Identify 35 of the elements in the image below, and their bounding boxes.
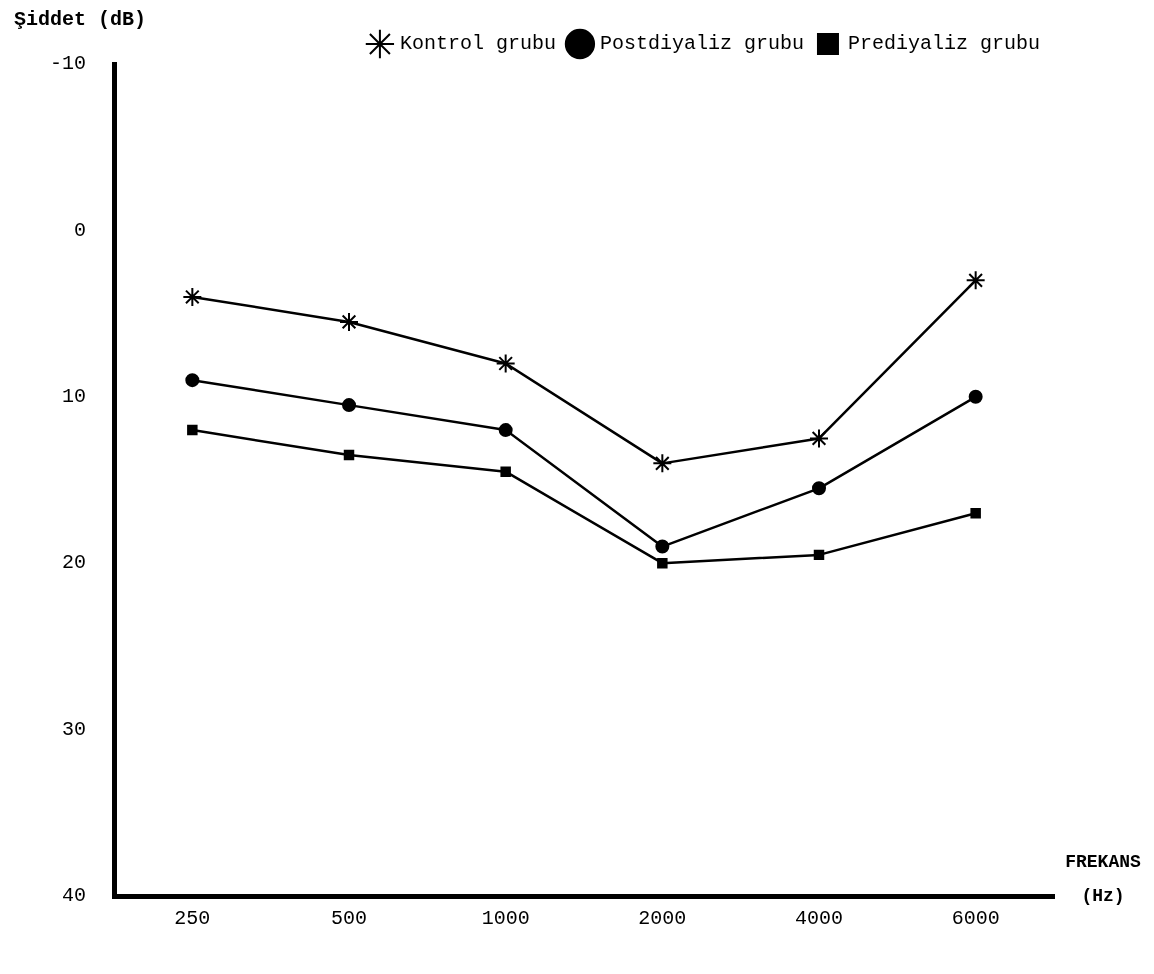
x-tick-label: 4000 [794,907,844,931]
legend-label: Prediyaliz grubu [847,32,1040,56]
point [809,428,829,449]
y-tick-label: 10 [61,385,87,409]
point [812,481,826,496]
x-tick-label: 2000 [638,907,687,931]
point [185,373,200,388]
y-tick-label: 30 [61,717,87,741]
x-tick-label: 1000 [481,907,530,931]
point [968,389,983,404]
y-tick-label: 20 [61,551,87,575]
point [182,286,203,307]
point [500,466,511,477]
y-axis-title: Şiddet (dB) [14,8,147,31]
point [187,424,198,436]
point [495,353,516,374]
point [657,557,668,569]
point [498,423,513,438]
y-tick-label: 0 [73,218,87,242]
point [343,449,355,461]
point [965,270,986,291]
point [342,398,356,413]
point [970,508,981,519]
y-tick-label: 40 [61,884,87,908]
legend-label: Postdiyaliz grubu [599,32,804,56]
x-tick-label: 6000 [951,907,1000,931]
point [655,539,670,554]
x-axis-title: FREKANS (Hz) [1064,851,1142,908]
y-tick-label: -10 [49,52,87,76]
point [652,453,673,474]
point [339,311,359,332]
x-tick-label: 500 [331,907,368,931]
x-tick-label: 250 [174,907,211,931]
point [813,549,825,561]
legend-label: Kontrol grubu [399,32,556,56]
